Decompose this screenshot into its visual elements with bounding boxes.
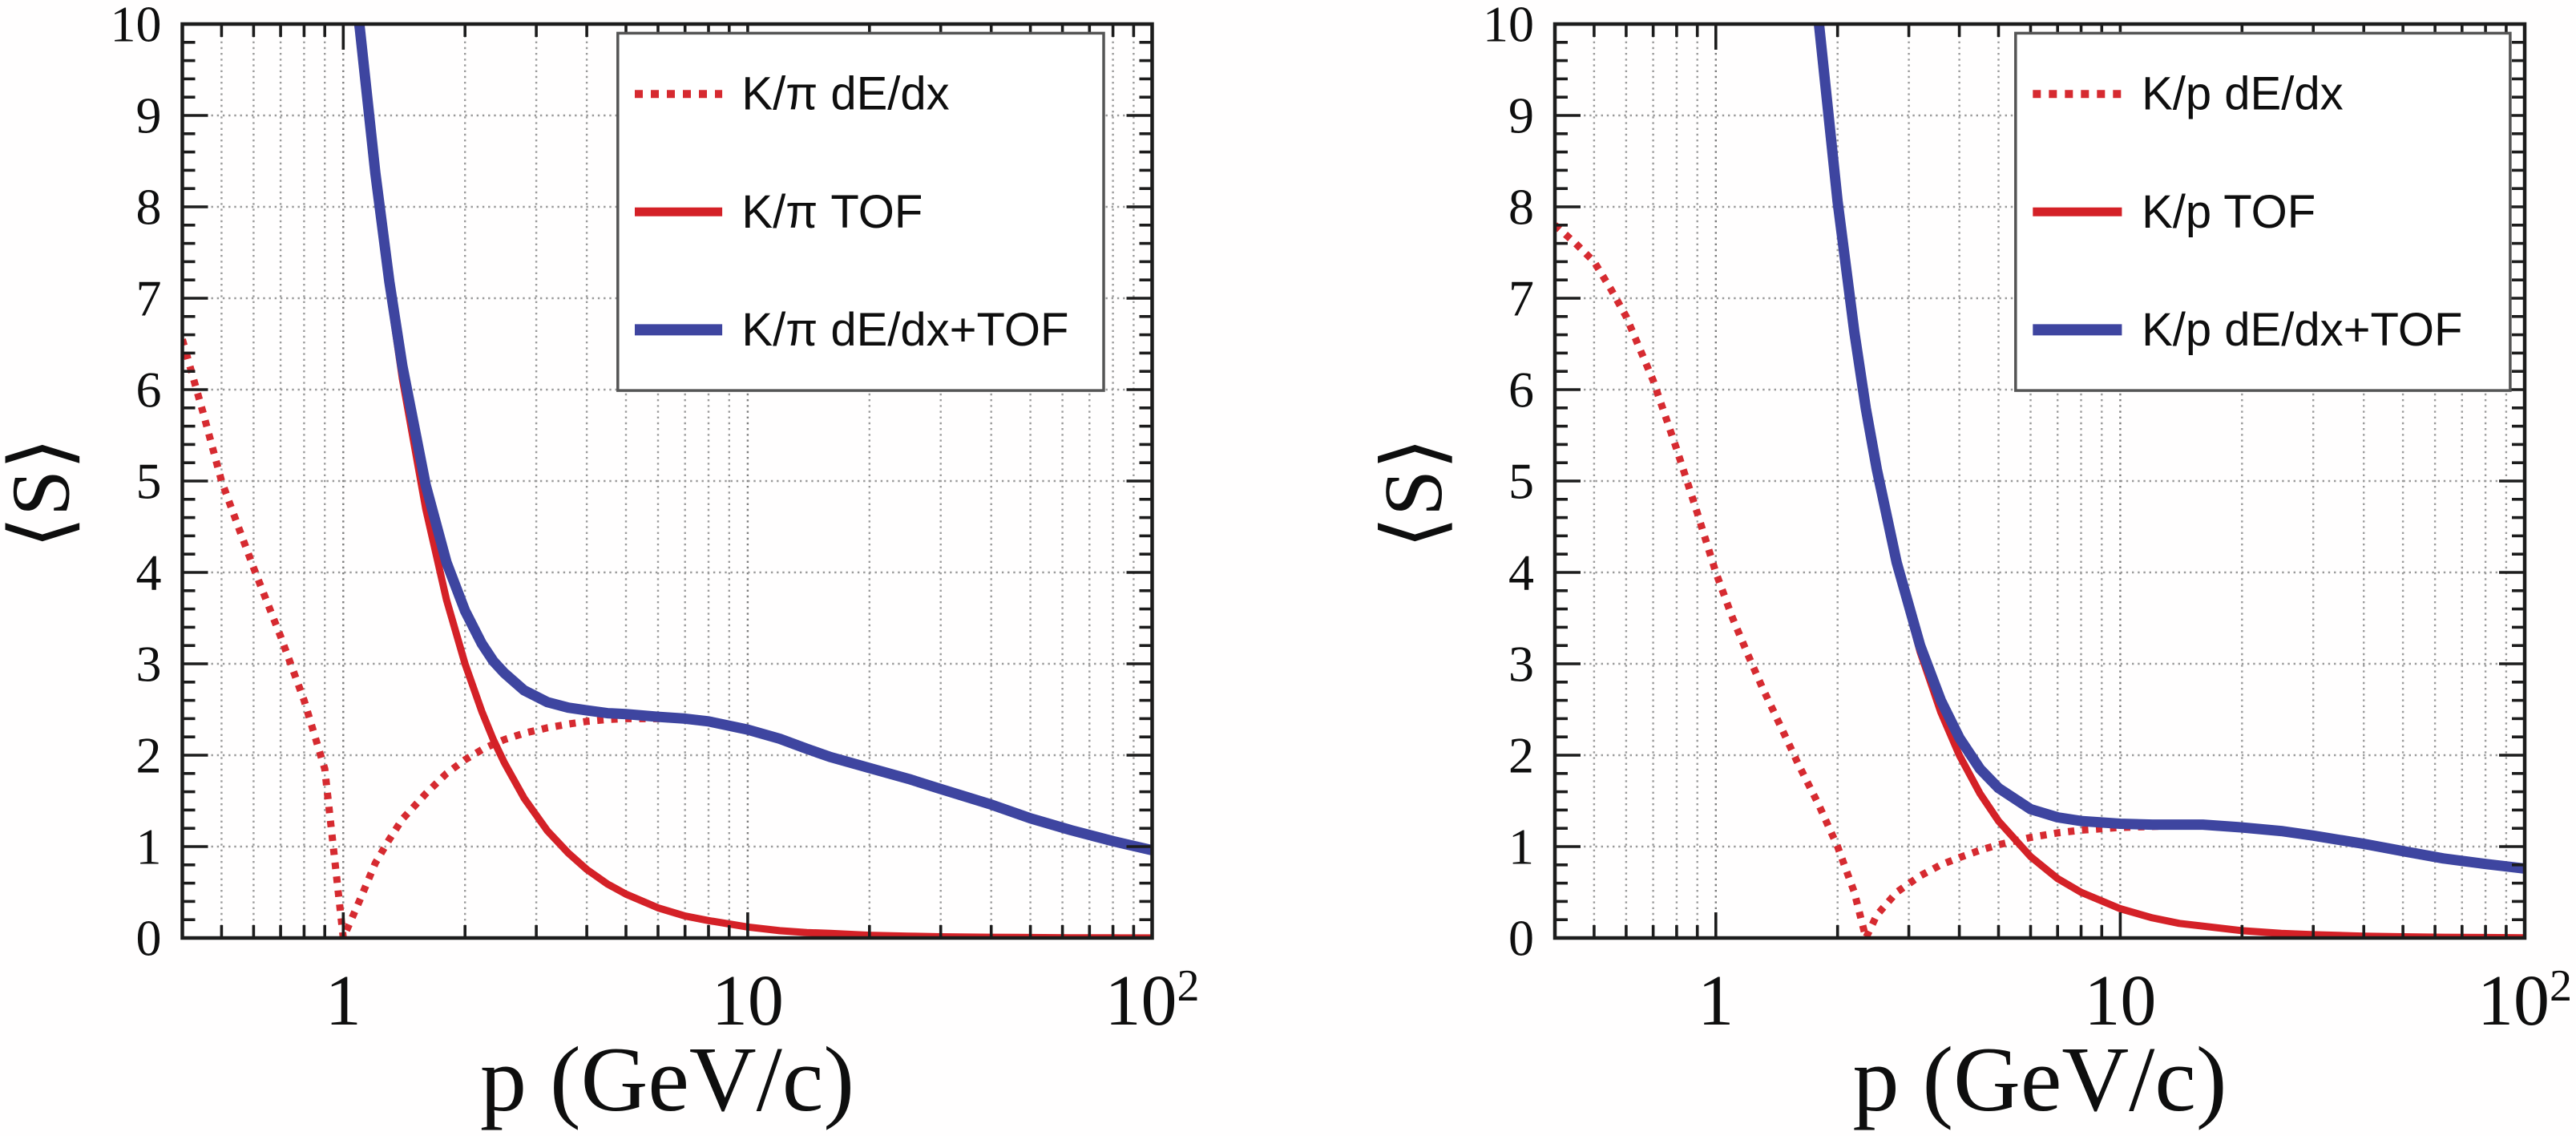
panel-kp: 0 1 2 3 4 5 6 7 8 9 10 1 10 102 p (GeV/c) ⟨S⟩ K/p dE/dx K… — [1288, 0, 2576, 1136]
svg-text:0: 0 — [1508, 910, 1534, 967]
svg-text:⟨S⟩: ⟨S⟩ — [0, 438, 87, 549]
svg-text:7: 7 — [1508, 270, 1534, 327]
svg-text:1: 1 — [136, 819, 162, 875]
svg-text:7: 7 — [136, 270, 162, 327]
svg-text:p (GeV/c): p (GeV/c) — [480, 1029, 854, 1131]
svg-text:K/p dE/dx+TOF: K/p dE/dx+TOF — [2142, 304, 2462, 356]
svg-text:K/p dE/dx: K/p dE/dx — [2142, 68, 2343, 120]
svg-text:102: 102 — [2477, 961, 2572, 1041]
svg-text:8: 8 — [136, 179, 162, 236]
svg-text:102: 102 — [1105, 961, 1200, 1041]
svg-text:9: 9 — [136, 87, 162, 144]
svg-text:10: 10 — [1483, 0, 1534, 53]
svg-text:3: 3 — [136, 636, 162, 693]
svg-text:10: 10 — [2084, 961, 2156, 1041]
kpi-chart: 0 1 2 3 4 5 6 7 8 9 10 1 10 102 p (GeV/c) ⟨S⟩ K/π dE/dx K… — [0, 0, 1200, 1131]
svg-text:10: 10 — [712, 961, 784, 1041]
svg-text:4: 4 — [1508, 544, 1534, 601]
svg-text:⟨S⟩: ⟨S⟩ — [1367, 438, 1460, 549]
svg-text:3: 3 — [1508, 636, 1534, 693]
svg-text:9: 9 — [1508, 87, 1534, 144]
svg-text:2: 2 — [1508, 727, 1534, 784]
svg-text:8: 8 — [1508, 179, 1534, 236]
svg-text:K/π dE/dx: K/π dE/dx — [741, 68, 949, 120]
svg-text:K/π TOF: K/π TOF — [741, 186, 923, 238]
svg-text:1: 1 — [1508, 819, 1534, 875]
svg-text:10: 10 — [111, 0, 162, 53]
svg-text:K/π dE/dx+TOF: K/π dE/dx+TOF — [741, 304, 1068, 356]
svg-text:4: 4 — [136, 544, 162, 601]
svg-text:0: 0 — [136, 910, 162, 967]
svg-text:2: 2 — [136, 727, 162, 784]
svg-text:p (GeV/c): p (GeV/c) — [1852, 1029, 2227, 1131]
svg-text:1: 1 — [325, 961, 361, 1041]
svg-text:6: 6 — [136, 362, 162, 418]
svg-text:K/p TOF: K/p TOF — [2142, 186, 2316, 238]
kp-chart: 0 1 2 3 4 5 6 7 8 9 10 1 10 102 p (GeV/c) ⟨S⟩ K/p dE/dx K… — [1367, 0, 2572, 1131]
svg-text:5: 5 — [1508, 453, 1534, 510]
svg-text:5: 5 — [136, 453, 162, 510]
svg-text:1: 1 — [1698, 961, 1734, 1041]
panel-kpi: 0 1 2 3 4 5 6 7 8 9 10 1 10 102 p (GeV/c) ⟨S⟩ K/π dE/dx K… — [0, 0, 1200, 1131]
svg-text:6: 6 — [1508, 362, 1534, 418]
